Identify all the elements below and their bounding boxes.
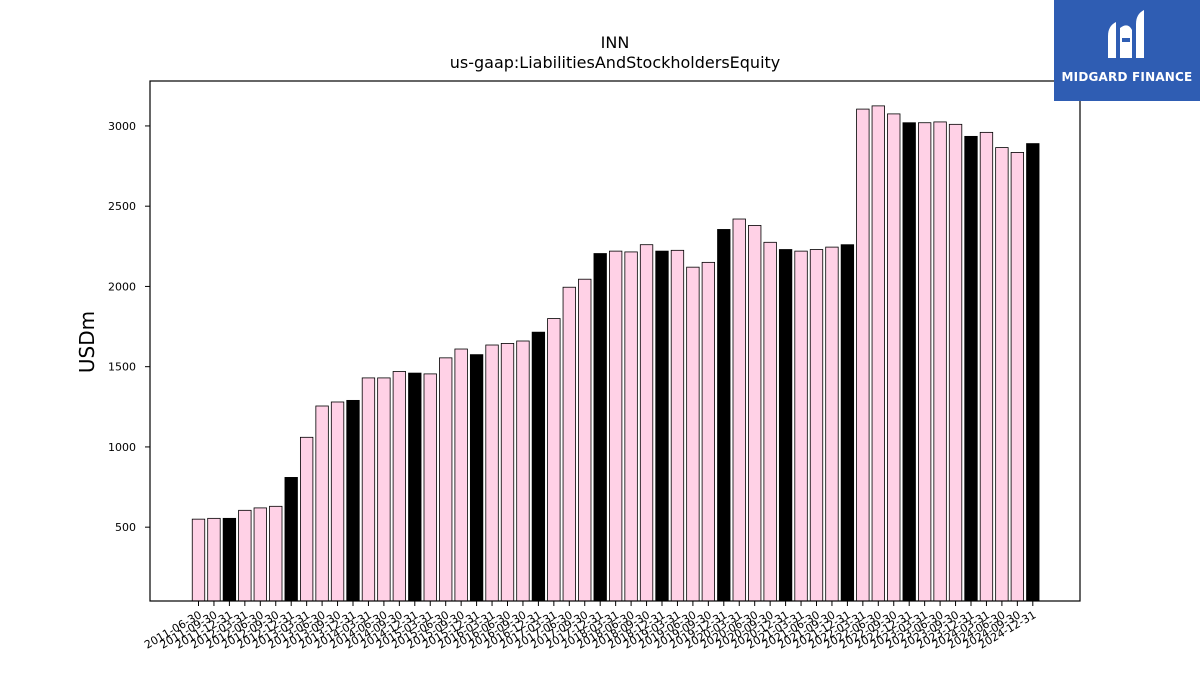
bar-2020-09-30	[763, 241, 777, 602]
bar-2019-03-31	[670, 249, 685, 602]
bar-2012-06-30	[253, 507, 267, 602]
bar-2016-03-31	[485, 344, 499, 602]
plot-frame	[149, 80, 1081, 602]
y-tick-label-500: 500	[115, 521, 136, 534]
bar-2011-06-30	[191, 518, 206, 602]
y-tick-label-2500: 2500	[108, 200, 136, 213]
y-axis: 500 1000 1500 2000 2500 3000	[108, 120, 150, 534]
bar-2024-09-30	[1010, 152, 1024, 602]
midgard-logo-icon	[1108, 10, 1144, 58]
bar-2023-12-31	[964, 135, 978, 602]
chart-subtitle: us-gaap:LiabilitiesAndStockholdersEquity	[450, 53, 781, 72]
bar-2018-03-31	[609, 250, 623, 602]
bar-2024-03-31	[979, 131, 994, 602]
y-tick-label-1500: 1500	[108, 361, 136, 374]
bar-2012-09-30	[269, 505, 283, 602]
bar-2015-09-30	[454, 348, 468, 602]
bar-2021-06-30	[809, 249, 824, 602]
bar-2021-09-30	[825, 246, 839, 602]
bar-2021-03-31	[794, 250, 808, 602]
bar-2015-03-31	[423, 373, 437, 602]
bar-2017-12-31	[593, 253, 607, 602]
bar-2022-03-31	[856, 108, 870, 602]
bar-2015-06-30	[439, 357, 453, 602]
bar-2021-12-31	[840, 244, 855, 602]
bar-2020-06-30	[748, 225, 762, 602]
bar-2016-12-31	[531, 331, 546, 602]
bar-2017-09-30	[578, 278, 592, 602]
bar-2013-12-31	[346, 399, 360, 602]
bar-2023-09-30	[948, 123, 963, 602]
y-tick-label-3000: 3000	[108, 120, 136, 133]
bar-2020-12-31	[778, 249, 793, 602]
bar-2013-03-31	[299, 436, 314, 602]
bar-series	[191, 105, 1040, 602]
bar-2011-12-31	[222, 517, 237, 602]
bar-2016-09-30	[516, 340, 530, 602]
bar-2018-12-31	[655, 250, 669, 602]
bar-2024-06-30	[995, 147, 1009, 602]
y-tick-label-1000: 1000	[108, 441, 136, 454]
bar-2018-09-30	[639, 244, 654, 602]
bar-2019-09-30	[701, 261, 715, 602]
bar-2014-06-30	[377, 377, 391, 602]
bar-2017-03-31	[547, 318, 561, 602]
bar-2016-06-30	[500, 343, 515, 602]
bar-2013-06-30	[315, 405, 329, 602]
y-tick-label-2000: 2000	[108, 280, 136, 293]
bar-2023-03-31	[918, 122, 932, 602]
bar-2012-03-31	[238, 509, 252, 602]
bar-2019-06-30	[686, 266, 700, 602]
logo-text: MIDGARD FINANCE	[1061, 70, 1193, 84]
y-axis-label: USDm	[75, 311, 99, 373]
x-axis: 2011-06-302011-09-302011-12-312012-03-31…	[142, 601, 1038, 652]
bar-2017-06-30	[562, 286, 576, 602]
bar-2023-06-30	[933, 121, 947, 602]
bar-2011-09-30	[207, 517, 221, 602]
bar-2020-03-31	[732, 218, 746, 602]
bar-2015-12-31	[469, 354, 484, 602]
bar-2019-12-31	[717, 229, 731, 602]
bar-2014-03-31	[361, 377, 376, 602]
bar-2012-12-31	[284, 477, 298, 602]
bar-2022-06-30	[871, 105, 885, 602]
bar-2013-09-30	[330, 401, 345, 602]
bar-2014-12-31	[408, 372, 422, 602]
bar-2022-12-31	[902, 122, 916, 602]
bar-2022-09-30	[887, 113, 901, 602]
bar-2014-09-30	[392, 371, 407, 602]
bar-2024-12-31	[1026, 143, 1040, 602]
bar-2018-06-30	[624, 251, 638, 602]
chart-title: INN	[601, 33, 630, 52]
midgard-finance-logo: MIDGARD FINANCE	[1054, 0, 1200, 101]
